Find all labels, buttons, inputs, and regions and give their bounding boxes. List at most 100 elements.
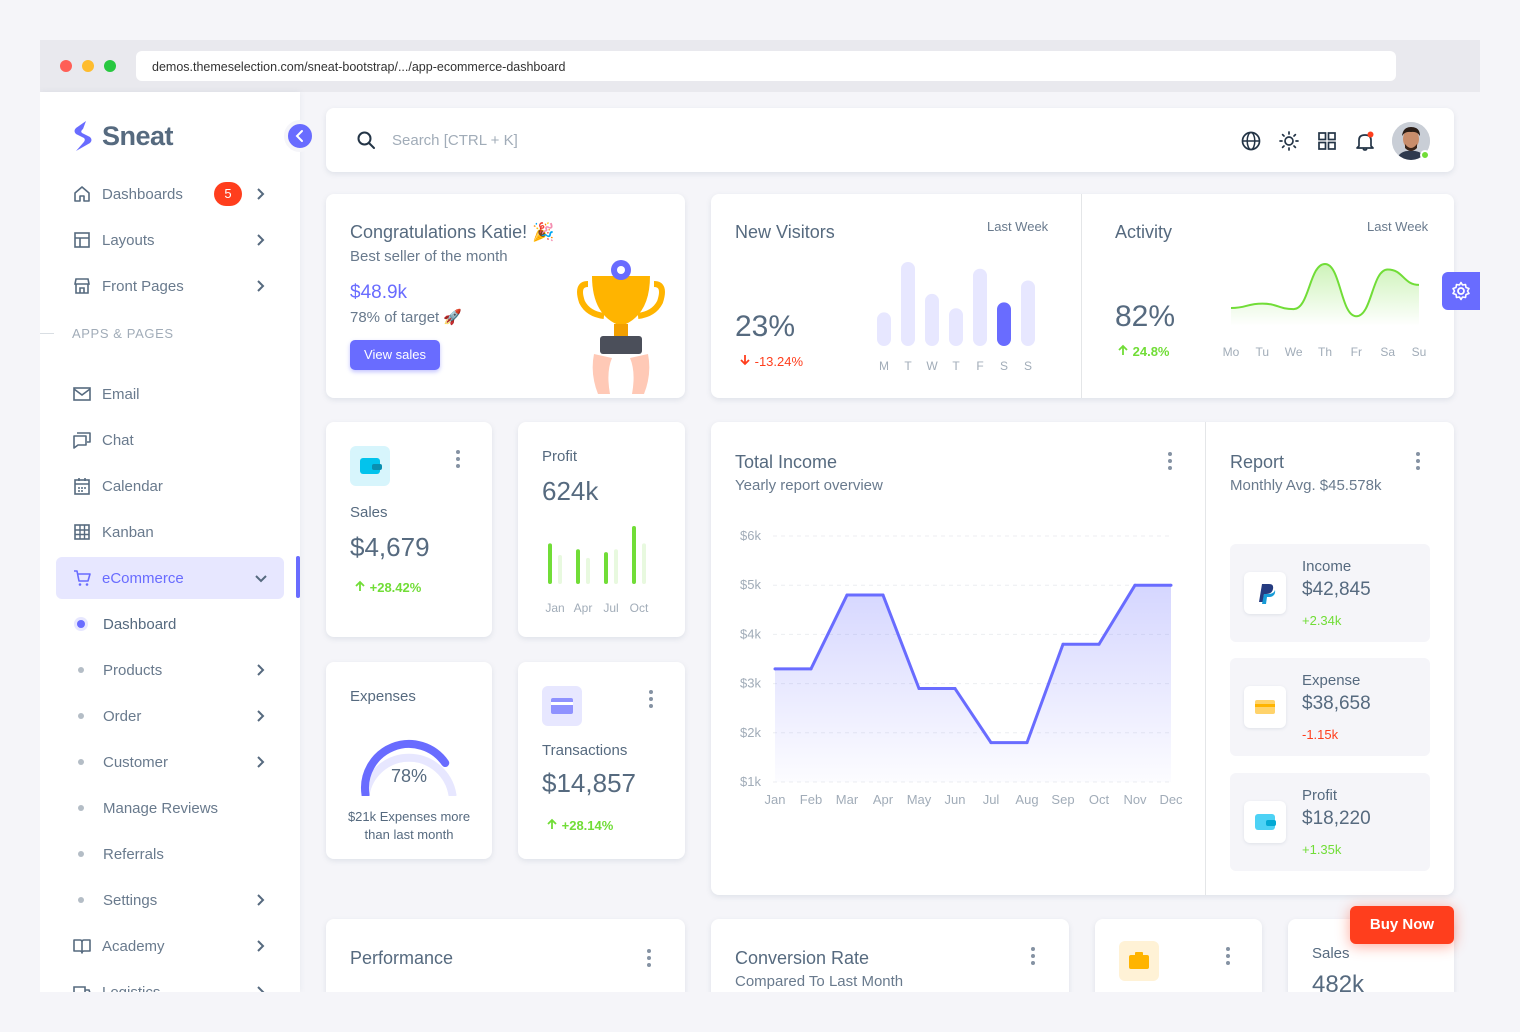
- shortcuts-grid-icon[interactable]: [1316, 130, 1338, 157]
- active-menu-indicator: [296, 556, 300, 598]
- active-bullet: [77, 620, 85, 628]
- congrats-amount: $48.9k: [350, 282, 408, 303]
- sidebar-subitem-dashboard[interactable]: Dashboard: [56, 603, 284, 645]
- income-y-tick: $2k: [740, 725, 761, 740]
- sidebar-item-email[interactable]: Email: [56, 373, 284, 415]
- profit-month-label: Apr: [574, 601, 593, 615]
- section-label: APPS & PAGES: [72, 326, 174, 341]
- sidebar-subitem-label: Products: [103, 661, 163, 679]
- address-bar[interactable]: demos.themeselection.com/sneat-bootstrap…: [136, 51, 1396, 81]
- profit-label: Profit: [542, 448, 578, 465]
- visitors-bar: [973, 268, 987, 346]
- sidebar-subitem-products[interactable]: Products: [56, 649, 284, 691]
- expenses-note-line2: than last month: [364, 827, 454, 842]
- sidebar-subitem-referrals[interactable]: Referrals: [56, 833, 284, 875]
- theme-customizer-button[interactable]: [1442, 272, 1480, 310]
- more-options-icon[interactable]: [1416, 452, 1420, 473]
- income-point: [1025, 741, 1029, 745]
- gauge-track: [361, 753, 457, 796]
- sidebar-item-ecommerce[interactable]: eCommerce: [56, 557, 284, 599]
- truck-icon: [72, 982, 92, 992]
- visitors-change: -13.24%: [739, 354, 803, 369]
- view-sales-button[interactable]: View sales: [350, 340, 440, 370]
- sidebar-item-logistics[interactable]: Logistics: [56, 971, 284, 992]
- card-divider: [1205, 422, 1206, 895]
- report-title: Report: [1230, 452, 1285, 472]
- income-y-tick: $1k: [740, 774, 761, 789]
- chevron-right-icon: [254, 709, 266, 727]
- activity-change: 24.8%: [1117, 344, 1170, 359]
- bullet: [78, 851, 84, 857]
- more-options-icon[interactable]: [649, 690, 653, 711]
- maximize-window-dot[interactable]: [104, 60, 116, 72]
- search-icon[interactable]: [356, 130, 376, 155]
- income-x-tick: Apr: [873, 792, 894, 807]
- congrats-target: 78% of target 🚀: [350, 309, 463, 326]
- income-x-tick: Jun: [945, 792, 966, 807]
- minimize-window-dot[interactable]: [82, 60, 94, 72]
- sidebar-subitem-customer[interactable]: Customer: [56, 741, 284, 783]
- sun-icon[interactable]: [1278, 130, 1300, 157]
- sidebar-item-kanban[interactable]: Kanban: [56, 511, 284, 553]
- sidebar-item-academy[interactable]: Academy: [56, 925, 284, 967]
- activity-value: 82%: [1115, 300, 1176, 333]
- activity-line: [1230, 262, 1420, 318]
- visitors-change-value: -13.24%: [754, 354, 804, 369]
- visitors-bar: [949, 308, 963, 346]
- expenses-label: Expenses: [350, 688, 416, 705]
- search-input[interactable]: [392, 128, 892, 152]
- chevron-right-icon: [254, 663, 266, 681]
- income-title: Total Income: [735, 452, 838, 472]
- sidebar-item-label: Front Pages: [102, 277, 184, 295]
- expenses-note-line1: $21k Expenses more: [347, 809, 471, 824]
- activity-day-label: We: [1285, 345, 1303, 359]
- sidebar-item-front-pages[interactable]: Front Pages: [56, 265, 284, 307]
- sidebar-item-dashboards[interactable]: Dashboards 5: [56, 173, 284, 215]
- conversion-title: Conversion Rate: [735, 948, 870, 968]
- chat-icon: [72, 430, 92, 450]
- bell-icon[interactable]: [1354, 130, 1376, 157]
- sidebar-item-layouts[interactable]: Layouts: [56, 219, 284, 261]
- collapse-sidebar-button[interactable]: [284, 120, 316, 152]
- brand[interactable]: Sneat: [72, 120, 174, 152]
- bullet: [78, 897, 84, 903]
- bullet: [78, 713, 84, 719]
- visitors-bar: [877, 312, 891, 346]
- chevron-left-icon: [295, 130, 303, 142]
- sidebar: Sneat Dashboards 5 Layouts Front Pages A…: [40, 92, 316, 992]
- income-x-tick: Feb: [800, 792, 822, 807]
- report-item-value: $38,658: [1302, 693, 1371, 714]
- globe-icon[interactable]: [1240, 130, 1262, 157]
- profit-bar-bg: [586, 557, 590, 584]
- income-subtitle: Yearly report overview: [735, 477, 883, 494]
- visitors-period: Last Week: [987, 219, 1049, 234]
- sidebar-subitem-settings[interactable]: Settings: [56, 879, 284, 921]
- visitors-day-label: F: [976, 359, 983, 373]
- more-options-icon[interactable]: [456, 450, 460, 471]
- browser-window: demos.themeselection.com/sneat-bootstrap…: [40, 40, 1480, 992]
- close-window-dot[interactable]: [60, 60, 72, 72]
- wallet-icon: [1244, 801, 1286, 843]
- paypal-icon: [1244, 572, 1286, 614]
- briefcase-card: [1095, 919, 1262, 992]
- profit-bar: [604, 552, 608, 584]
- sales-bottom-value: 482k: [1312, 971, 1365, 992]
- sidebar-subitem-label: Referrals: [103, 845, 164, 863]
- report-subtitle: Monthly Avg. $45.578k: [1230, 477, 1382, 494]
- buy-now-button[interactable]: Buy Now: [1350, 906, 1454, 944]
- more-options-icon[interactable]: [1031, 947, 1035, 968]
- home-icon: [72, 184, 92, 204]
- more-options-icon[interactable]: [1168, 452, 1172, 473]
- sidebar-item-calendar[interactable]: Calendar: [56, 465, 284, 507]
- more-options-icon[interactable]: [1226, 947, 1230, 968]
- sidebar-item-chat[interactable]: Chat: [56, 419, 284, 461]
- trophy-icon: [577, 260, 665, 394]
- more-options-icon[interactable]: [647, 949, 651, 970]
- sidebar-subitem-manage-reviews[interactable]: Manage Reviews: [56, 787, 284, 829]
- profit-month-label: Oct: [630, 601, 649, 615]
- income-y-tick: $6k: [740, 528, 761, 543]
- sidebar-subitem-order[interactable]: Order: [56, 695, 284, 737]
- sales-bottom-label: Sales: [1312, 945, 1350, 962]
- section-divider: [40, 333, 54, 334]
